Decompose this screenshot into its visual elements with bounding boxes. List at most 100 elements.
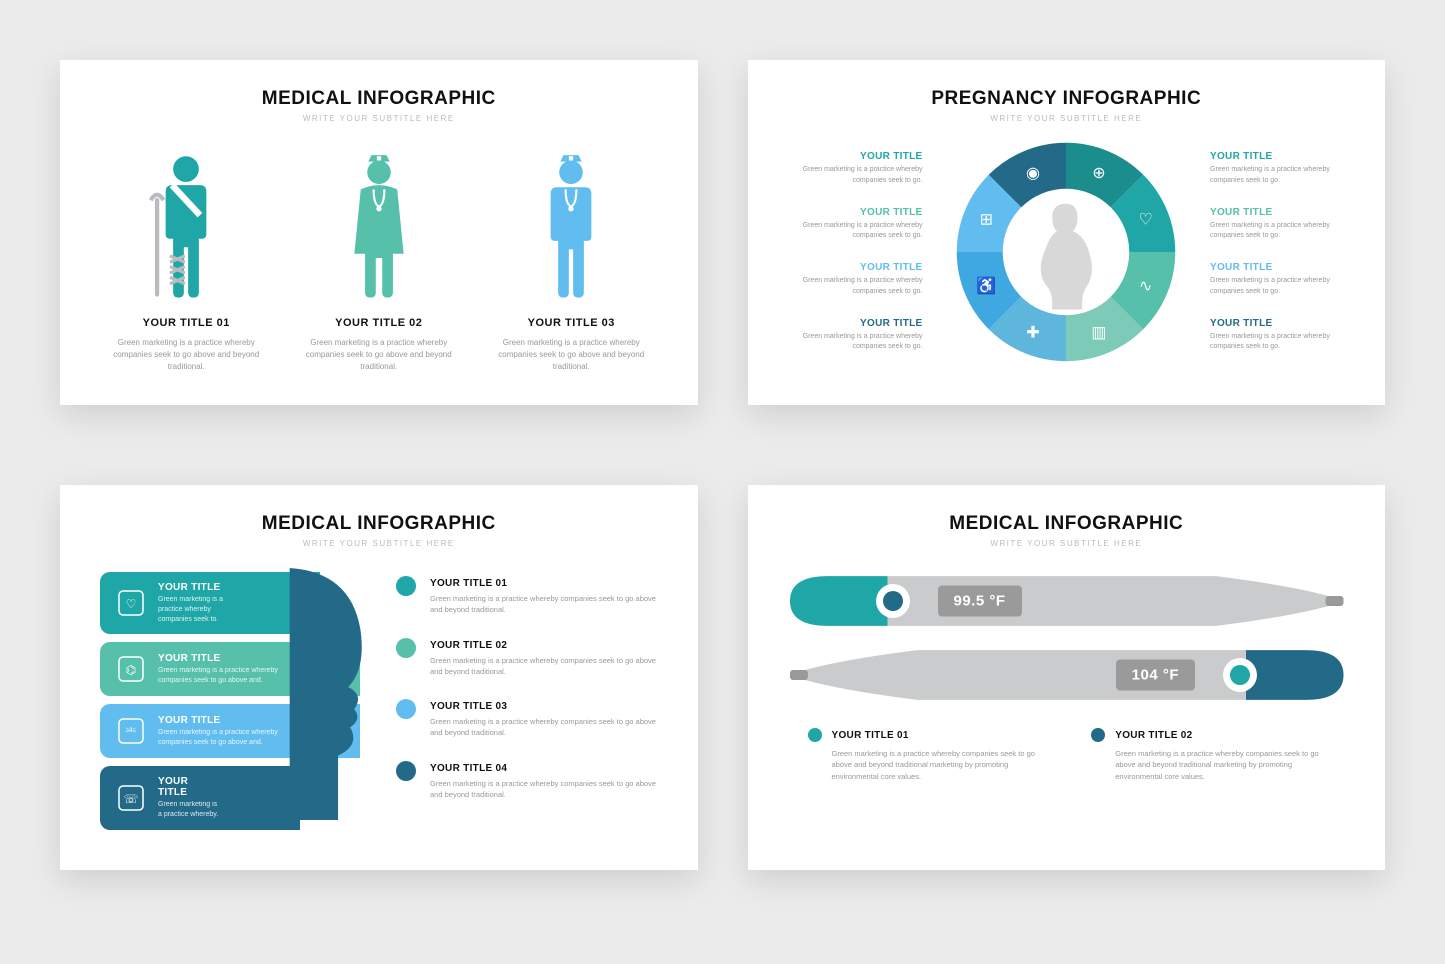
segment-icon: ⊞	[980, 211, 994, 229]
segment-icon: ♡	[1139, 211, 1153, 229]
bullet-desc: Green marketing is a practice whereby co…	[430, 716, 658, 739]
donut-label: YOUR TITLE Green marketing is a practice…	[788, 314, 923, 357]
bullet-item: YOUR TITLE 01 Green marketing is a pract…	[808, 728, 1042, 782]
band-icon: ♡	[114, 586, 148, 620]
head-bands: ♡ YOUR TITLE Green marketing is a practi…	[100, 572, 360, 838]
slide-subtitle: WRITE YOUR SUBTITLE HERE	[100, 114, 658, 123]
segment-icon: ✚	[1026, 323, 1040, 341]
band-desc: Green marketing is a practice whereby co…	[158, 666, 280, 686]
item-desc: Green marketing is a practice whereby co…	[485, 337, 658, 373]
head-band: ♡ YOUR TITLE Green marketing is a practi…	[100, 572, 320, 634]
item-title: YOUR TITLE 03	[485, 317, 658, 329]
band-title: YOUR TITLE	[158, 653, 280, 664]
band-desc: Green marketing is a practice whereby co…	[158, 595, 240, 624]
svg-text:⌬: ⌬	[126, 663, 136, 677]
bullet-title: YOUR TITLE 02	[430, 640, 658, 651]
band-icon: ⌬	[114, 652, 148, 686]
donut-label: YOUR TITLE Green marketing is a practice…	[788, 258, 923, 301]
item-desc: Green marketing is a practice whereby co…	[293, 337, 466, 373]
pregnant-silhouette-icon	[1041, 204, 1092, 310]
bullet-desc: Green marketing is a practice whereby co…	[1091, 748, 1325, 782]
slide-subtitle: WRITE YOUR SUBTITLE HERE	[788, 114, 1346, 123]
bullet-title: YOUR TITLE 01	[832, 730, 909, 741]
bullet-item: YOUR TITLE 01 Green marketing is a pract…	[396, 578, 658, 616]
bullet-dot-icon	[808, 728, 822, 742]
label-title: YOUR TITLE	[788, 151, 923, 162]
svg-text:☏: ☏	[123, 792, 138, 806]
head-band: ⌬ YOUR TITLE Green marketing is a practi…	[100, 642, 360, 696]
label-desc: Green marketing is a practice whereby co…	[788, 165, 923, 186]
label-title: YOUR TITLE	[1210, 207, 1345, 218]
label-desc: Green marketing is a practice whereby co…	[1210, 276, 1345, 297]
bullet-dot-icon	[396, 576, 416, 596]
svg-text:⎃: ⎃	[125, 725, 136, 739]
label-desc: Green marketing is a practice whereby co…	[1210, 332, 1345, 353]
donut-label: YOUR TITLE Green marketing is a practice…	[788, 203, 923, 246]
person-item: YOUR TITLE 01 Green marketing is a pract…	[100, 153, 273, 373]
label-title: YOUR TITLE	[788, 262, 923, 273]
pregnancy-donut-chart: ⊕♡∿▥✚♿⊞◉	[951, 137, 1181, 367]
segment-icon: ⊕	[1093, 164, 1107, 182]
temperature-readout: 104 °F	[1116, 660, 1195, 691]
band-icon: ⎃	[114, 714, 148, 748]
thermometer-knob-icon	[1223, 658, 1257, 692]
bullet-title: YOUR TITLE 03	[430, 701, 658, 712]
bullet-desc: Green marketing is a practice whereby co…	[808, 748, 1042, 782]
temperature-readout: 99.5 °F	[938, 586, 1022, 617]
bullet-item: YOUR TITLE 02 Green marketing is a pract…	[1091, 728, 1325, 782]
bullet-dot-icon	[396, 761, 416, 781]
head-band: ⎃ YOUR TITLE Green marketing is a practi…	[100, 704, 360, 758]
band-title: YOUR TITLE	[158, 582, 240, 593]
bullet-list: YOUR TITLE 01 Green marketing is a pract…	[396, 572, 658, 838]
band-desc: Green marketing is a practice whereby co…	[158, 728, 280, 748]
thermometer: 104 °F	[788, 648, 1346, 702]
head-band: ☏ YOUR TITLE Green marketing is a practi…	[100, 766, 300, 830]
patient-crutch-icon	[100, 153, 273, 303]
slide-title: MEDICAL INFOGRAPHIC	[100, 513, 658, 535]
band-title: YOUR TITLE	[158, 776, 220, 798]
item-title: YOUR TITLE 02	[293, 317, 466, 329]
slide-pregnancy-donut: PREGNANCY INFOGRAPHIC WRITE YOUR SUBTITL…	[748, 60, 1386, 405]
svg-text:♡: ♡	[126, 597, 137, 611]
donut-label: YOUR TITLE Green marketing is a practice…	[1210, 147, 1345, 190]
band-desc: Green marketing is a practice whereby.	[158, 800, 220, 820]
label-title: YOUR TITLE	[1210, 151, 1345, 162]
band-icon: ☏	[114, 781, 148, 815]
segment-icon: ∿	[1139, 277, 1153, 295]
thermometer-knob-icon	[876, 584, 910, 618]
label-title: YOUR TITLE	[788, 318, 923, 329]
slide-subtitle: WRITE YOUR SUBTITLE HERE	[788, 539, 1346, 548]
bullet-title: YOUR TITLE 02	[1115, 730, 1192, 741]
donut-labels-left: YOUR TITLE Green marketing is a practice…	[788, 137, 923, 367]
segment-icon: ♿	[977, 276, 997, 295]
donut-labels-right: YOUR TITLE Green marketing is a practice…	[1210, 137, 1345, 367]
label-desc: Green marketing is a practice whereby co…	[1210, 165, 1345, 186]
bullet-item: YOUR TITLE 02 Green marketing is a pract…	[396, 640, 658, 678]
bullet-title: YOUR TITLE 01	[430, 578, 658, 589]
thermometer: 99.5 °F	[788, 574, 1346, 628]
bullet-dot-icon	[396, 699, 416, 719]
label-title: YOUR TITLE	[1210, 318, 1345, 329]
label-title: YOUR TITLE	[1210, 262, 1345, 273]
slide-medical-people: MEDICAL INFOGRAPHIC WRITE YOUR SUBTITLE …	[60, 60, 698, 405]
slide-title: PREGNANCY INFOGRAPHIC	[788, 88, 1346, 110]
bullet-item: YOUR TITLE 04 Green marketing is a pract…	[396, 763, 658, 801]
bullet-dot-icon	[1091, 728, 1105, 742]
slide-head-bands: MEDICAL INFOGRAPHIC WRITE YOUR SUBTITLE …	[60, 485, 698, 870]
bullet-desc: Green marketing is a practice whereby co…	[430, 593, 658, 616]
slide-subtitle: WRITE YOUR SUBTITLE HERE	[100, 539, 658, 548]
slide-title: MEDICAL INFOGRAPHIC	[788, 513, 1346, 535]
doctor-male-icon	[485, 153, 658, 303]
item-title: YOUR TITLE 01	[100, 317, 273, 329]
label-desc: Green marketing is a practice whereby co…	[788, 276, 923, 297]
bullet-desc: Green marketing is a practice whereby co…	[430, 778, 658, 801]
donut-label: YOUR TITLE Green marketing is a practice…	[788, 147, 923, 190]
label-desc: Green marketing is a practice whereby co…	[788, 221, 923, 242]
slide-title: MEDICAL INFOGRAPHIC	[100, 88, 658, 110]
band-title: YOUR TITLE	[158, 715, 280, 726]
segment-icon: ◉	[1026, 164, 1040, 182]
bullet-dot-icon	[396, 638, 416, 658]
slide-thermometers: MEDICAL INFOGRAPHIC WRITE YOUR SUBTITLE …	[748, 485, 1386, 870]
label-title: YOUR TITLE	[788, 207, 923, 218]
label-desc: Green marketing is a practice whereby co…	[788, 332, 923, 353]
